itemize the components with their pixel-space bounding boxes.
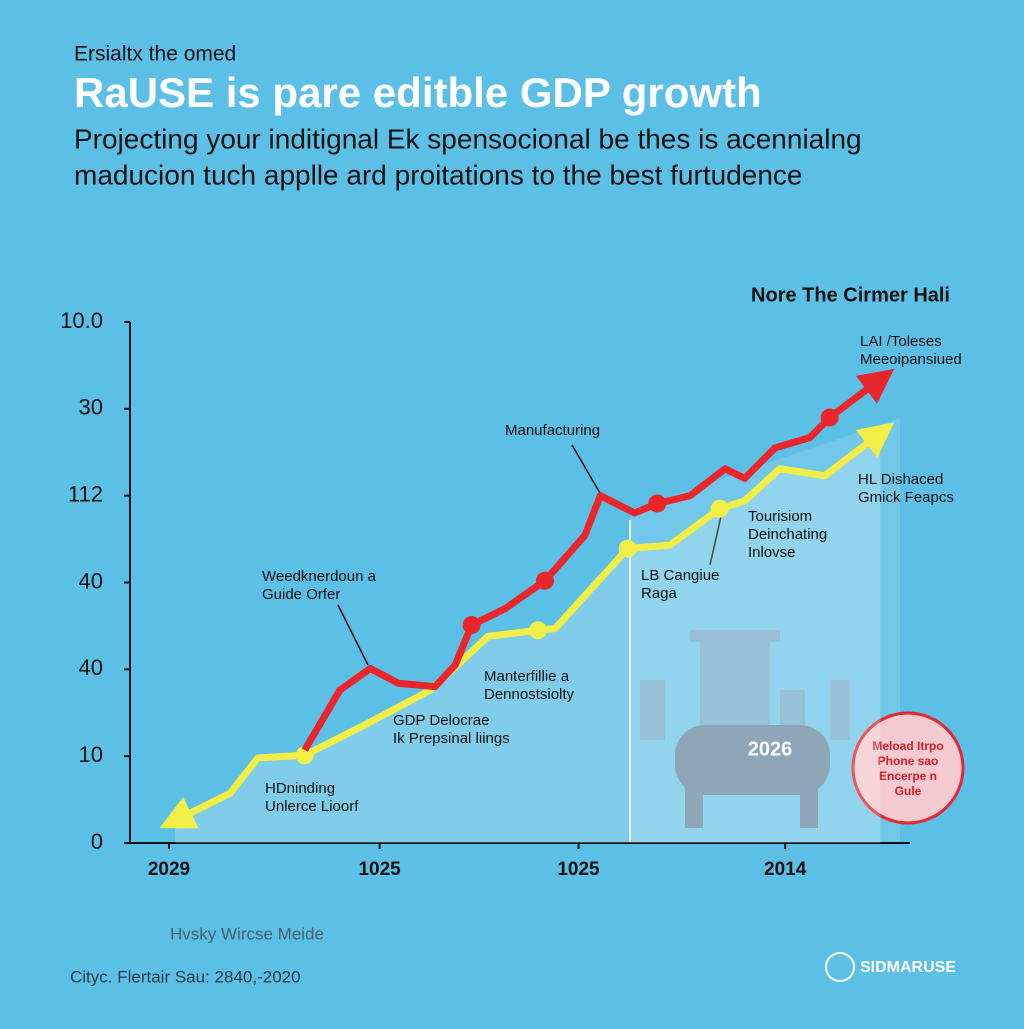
point <box>710 499 729 518</box>
point <box>535 571 554 590</box>
x-tick-label: 2029 <box>148 859 190 880</box>
annotation: Unlerce Lioorf <box>265 798 359 815</box>
annotation: Inlovse <box>748 544 796 561</box>
badge-line: Gule <box>895 784 922 798</box>
annotation: Weedknerdoun a <box>262 568 377 585</box>
annotation: HL Dishaced <box>858 471 943 488</box>
annotation: Manufacturing <box>505 422 600 439</box>
point <box>462 616 481 635</box>
title: RaUSE is pare editble GDP growth <box>74 69 762 116</box>
annotation: LAI /Toleses <box>860 333 942 350</box>
y-tick-label: 40 <box>79 568 103 593</box>
logo: SIDMARUSE <box>860 959 956 976</box>
annotation: Tourisiom <box>748 508 812 525</box>
annotation: Gmick Feapcs <box>858 489 954 506</box>
x-tick-label: 1025 <box>557 859 600 880</box>
point <box>528 621 547 640</box>
point <box>820 408 839 427</box>
annotation: LB Cangiue <box>641 567 719 584</box>
y-tick-label: 10 <box>79 742 103 767</box>
annotation: Manterfillie a <box>484 668 570 685</box>
y-tick-label: 40 <box>79 655 103 680</box>
y-tick-label: 112 <box>68 481 103 506</box>
y-tick-label: 10.0 <box>60 308 103 333</box>
footer: Cityc. Flertair Sau: 2840,-2020 <box>70 967 301 986</box>
logo-icon <box>825 952 855 982</box>
annotation: GDP Delocrae <box>393 712 489 729</box>
annotation: Ik Prepsinal liings <box>393 730 510 747</box>
series-line <box>301 368 895 752</box>
point <box>618 539 637 558</box>
footer: Hvsky Wircse Meide <box>170 924 324 943</box>
y-tick-label: 30 <box>79 395 103 420</box>
x-tick-label: 2014 <box>764 859 807 880</box>
y-tick-label: 0 <box>91 829 103 854</box>
badge-line: Phone sao <box>878 754 939 768</box>
annotation: Dennostsiolty <box>484 686 575 703</box>
annotation: Guide Orfer <box>262 586 340 603</box>
badge-line: Encerpe n <box>879 769 937 783</box>
annotation: Raga <box>641 585 678 602</box>
annotation: HDninding <box>265 780 335 797</box>
eyebrow: Ersialtx the omed <box>74 43 236 66</box>
point <box>295 746 314 765</box>
point <box>648 494 667 513</box>
annotation: Meeoipansiued <box>860 351 962 368</box>
subtitle: Projecting your inditignal Ek spensocion… <box>74 123 862 154</box>
chart-title: Nore The Cirmer Hali <box>751 284 950 306</box>
x-tick-label: 1025 <box>358 859 401 880</box>
badge-line: Meload Itrpo <box>872 739 943 753</box>
annotation: Deinchating <box>748 526 827 543</box>
subtitle: maducion tuch applle ard proitations to … <box>74 159 802 190</box>
